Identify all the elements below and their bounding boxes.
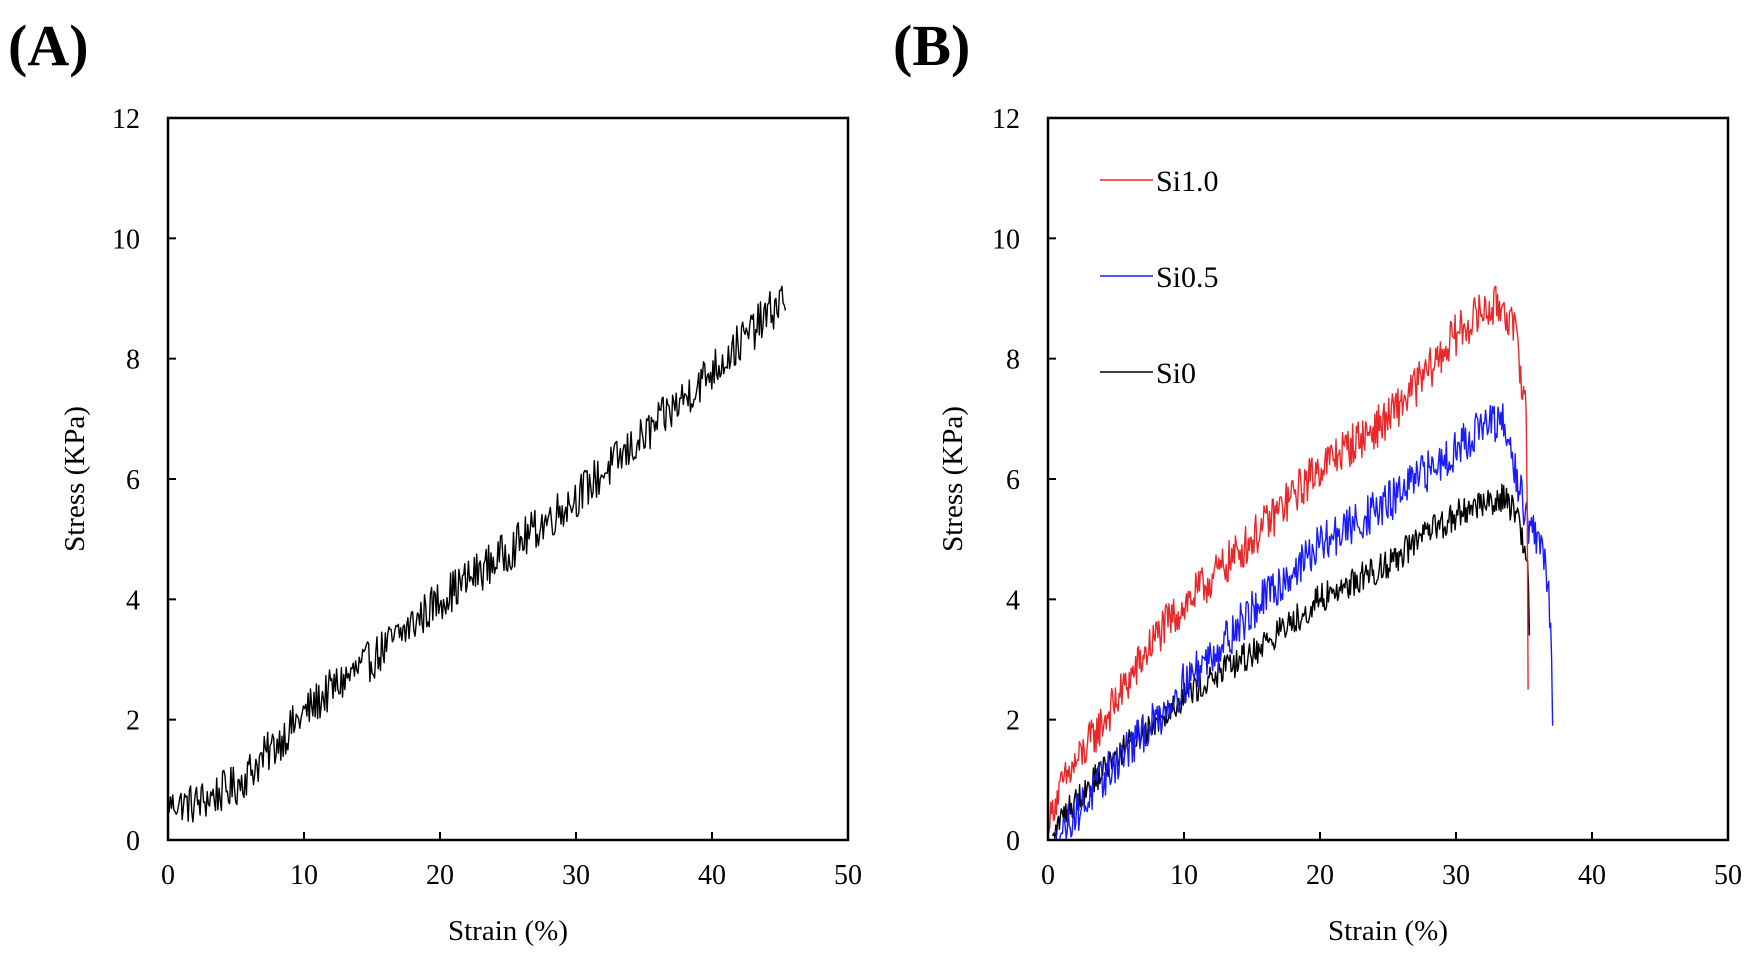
panel-a-y-tick-label: 12 (112, 104, 140, 135)
panel-b-y-axis-title: Stress (KPa) (937, 406, 969, 552)
panel-b-y-tick-label: 12 (992, 104, 1020, 135)
panel-a-x-tick-label: 10 (290, 860, 318, 891)
panel-a-y-tick-label: 6 (126, 465, 140, 496)
panel-a: (A) 0 10 20 30 40 50 0 2 4 6 8 10 12 Strain (%) Stre… (8, 13, 862, 947)
panel-a-x-tick-label: 50 (834, 860, 862, 891)
legend-label-si0-5: Si0.5 (1156, 261, 1219, 294)
panel-b-x-tick-label: 50 (1714, 860, 1742, 891)
panel-a-y-axis-title: Stress (KPa) (59, 406, 91, 552)
panel-b-x-axis-title: Strain (%) (1328, 915, 1448, 947)
panel-a-y-tick-label: 10 (112, 224, 140, 255)
panel-b-y-tick-label: 0 (1006, 826, 1020, 857)
panel-b-x-tick-label: 40 (1578, 860, 1606, 891)
panel-b-series-si1-0 (1047, 285, 1529, 834)
panel-b-y-tick-label: 2 (1006, 706, 1020, 737)
panel-b-y-tick-label: 8 (1006, 345, 1020, 376)
panel-a-plot-frame (166, 116, 850, 842)
panel-b-x-tick-label: 30 (1442, 860, 1470, 891)
panel-b-y-tick-label: 4 (1006, 585, 1020, 616)
panel-b-series-si0-5 (1054, 403, 1554, 841)
panel-b-series-si0 (1051, 483, 1531, 840)
panel-a-y-tick-label: 8 (126, 345, 140, 376)
panel-a-y-tick-label: 2 (126, 706, 140, 737)
legend-label-si1-0: Si1.0 (1156, 165, 1219, 198)
panel-b-y-tick-label: 10 (992, 224, 1020, 255)
panel-a-x-tick-label: 40 (698, 860, 726, 891)
panel-a-x-axis-title: Strain (%) (448, 915, 568, 947)
panel-a-y-tick-label: 0 (126, 826, 140, 857)
panel-b-x-tick-label: 10 (1170, 860, 1198, 891)
panel-b: (B) 0 10 20 30 40 50 0 2 4 6 8 10 12 Si1.0 Si0.5 Si0… (893, 13, 1742, 947)
panel-a-series-line (167, 285, 787, 823)
panel-b-plot-frame (1046, 116, 1730, 842)
panel-b-x-tick-label: 20 (1306, 860, 1334, 891)
legend-label-si0: Si0 (1156, 357, 1196, 390)
panel-b-x-tick-label: 0 (1041, 860, 1055, 891)
panel-a-x-tick-label: 20 (426, 860, 454, 891)
panel-a-y-tick-label: 4 (126, 585, 140, 616)
panel-b-label: (B) (893, 13, 970, 78)
panel-b-legend: Si1.0 Si0.5 Si0 (1100, 165, 1219, 390)
panel-a-x-tick-label: 30 (562, 860, 590, 891)
panel-a-x-tick-label: 0 (161, 860, 175, 891)
panel-a-label: (A) (8, 13, 89, 78)
panel-b-y-tick-label: 6 (1006, 465, 1020, 496)
